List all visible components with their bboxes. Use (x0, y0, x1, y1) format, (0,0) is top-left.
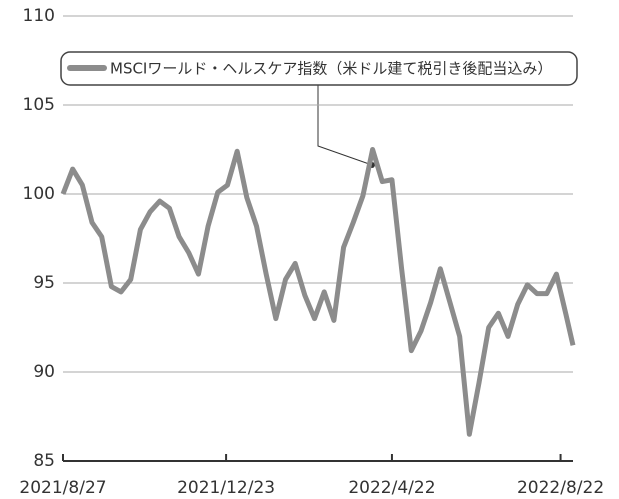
y-tick-label: 105 (23, 95, 55, 115)
x-tick-label: 2021/12/23 (177, 478, 275, 498)
y-tick-label: 100 (23, 184, 55, 204)
x-tick-label: 2022/8/22 (517, 478, 604, 498)
legend-box (60, 51, 578, 86)
legend-leader (317, 84, 373, 166)
x-tick-label: 2021/8/27 (19, 478, 106, 498)
legend-label: MSCIワールド・ヘルスケア指数（米ドル建て税引き後配当込み） (110, 60, 552, 78)
y-tick-label: 95 (33, 273, 55, 293)
y-tick-label: 90 (33, 362, 55, 382)
y-tick-label: 110 (23, 6, 55, 26)
series-line (60, 147, 576, 437)
y-tick-label: 85 (33, 451, 55, 471)
x-tick-label: 2022/4/22 (348, 478, 435, 498)
plot: 85 90 95 100 105 110 2021/8/27 2021/12/23 2022/4… (19, 6, 604, 498)
